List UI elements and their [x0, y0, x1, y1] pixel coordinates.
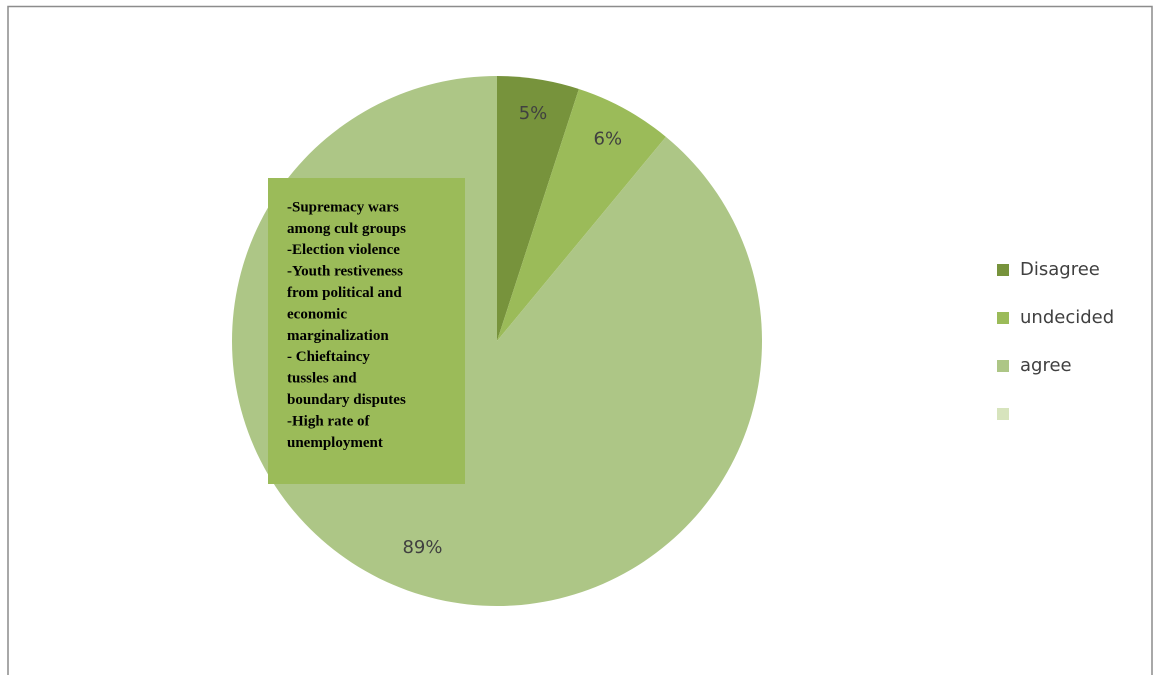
legend-swatch: [997, 360, 1009, 372]
pie-slice: [497, 88, 666, 341]
annotation-line: among cult groups: [287, 221, 406, 237]
annotation-line: economic: [287, 306, 347, 322]
annotation-line: boundary disputes: [287, 392, 406, 408]
data-label: 89%: [402, 537, 442, 558]
pie-slice: [497, 76, 579, 341]
annotation-box: [268, 178, 465, 484]
legend-label: Disagree: [1020, 259, 1100, 280]
annotation-line: tussles and: [287, 371, 357, 387]
annotation-line: -Supremacy wars: [287, 199, 399, 215]
annotation-line: -High rate of: [287, 413, 370, 429]
data-label: 5%: [519, 103, 548, 124]
legend-swatch: [997, 312, 1009, 324]
annotation-line: - Chieftaincy: [287, 349, 370, 365]
annotation-line: from political and: [287, 285, 402, 301]
legend-swatch: [997, 408, 1009, 420]
annotation-line: -Election violence: [287, 242, 400, 258]
chart-frame: [7, 5, 1153, 675]
data-label: 6%: [594, 128, 623, 149]
annotation-line: -Youth restiveness: [287, 264, 403, 280]
legend-label: undecided: [1020, 307, 1114, 328]
annotation-line: marginalization: [287, 328, 389, 344]
annotation-line: unemployment: [287, 435, 383, 451]
legend-swatch: [997, 264, 1009, 276]
legend-label: agree: [1020, 355, 1072, 376]
